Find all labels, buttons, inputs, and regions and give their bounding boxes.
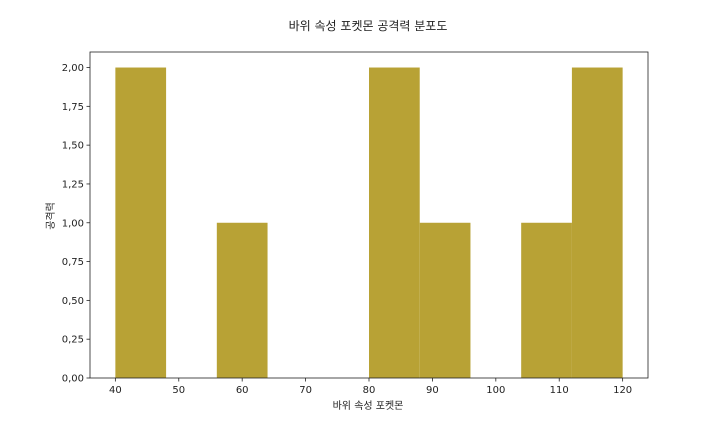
x-tick-label: 120 xyxy=(613,385,632,396)
x-tick-label: 50 xyxy=(172,385,185,396)
y-tick-label: 2,00 xyxy=(62,63,84,74)
y-tick-label: 0,75 xyxy=(62,257,84,268)
y-tick-label: 0,25 xyxy=(62,335,84,346)
y-tick-label: 1,00 xyxy=(62,218,84,229)
y-tick-label: 1,50 xyxy=(62,141,84,152)
y-tick-label: 1,75 xyxy=(62,102,84,113)
y-tick-label: 1,25 xyxy=(62,179,84,190)
x-axis-label: 바위 속성 포켓몬 xyxy=(333,399,404,412)
x-tick-label: 100 xyxy=(486,385,505,396)
x-tick-label: 110 xyxy=(550,385,569,396)
histogram-bar xyxy=(419,222,471,378)
x-tick-label: 40 xyxy=(109,385,122,396)
y-tick-label: 0,50 xyxy=(62,296,84,307)
x-tick-label: 80 xyxy=(363,385,376,396)
histogram-bar xyxy=(369,67,420,379)
bars-group xyxy=(115,67,623,379)
histogram-bar xyxy=(571,67,623,379)
y-axis: 0,00 0,25 0,50 0,75 1,00 1,25 1,50 1,75 2,00 xyxy=(62,63,90,385)
y-tick-label: 0,00 xyxy=(62,374,84,385)
x-tick-label: 70 xyxy=(299,385,312,396)
y-axis-label: 공격력 xyxy=(44,202,57,230)
chart-title: 바위 속성 포켓몬 공격력 분포도 xyxy=(289,19,448,33)
x-tick-label: 90 xyxy=(426,385,439,396)
x-axis: 40 50 60 70 80 90 100 110 120 xyxy=(109,378,632,396)
histogram-bar xyxy=(115,67,167,379)
histogram-bar xyxy=(216,222,268,378)
x-tick-label: 60 xyxy=(236,385,249,396)
histogram-bar xyxy=(521,222,572,378)
